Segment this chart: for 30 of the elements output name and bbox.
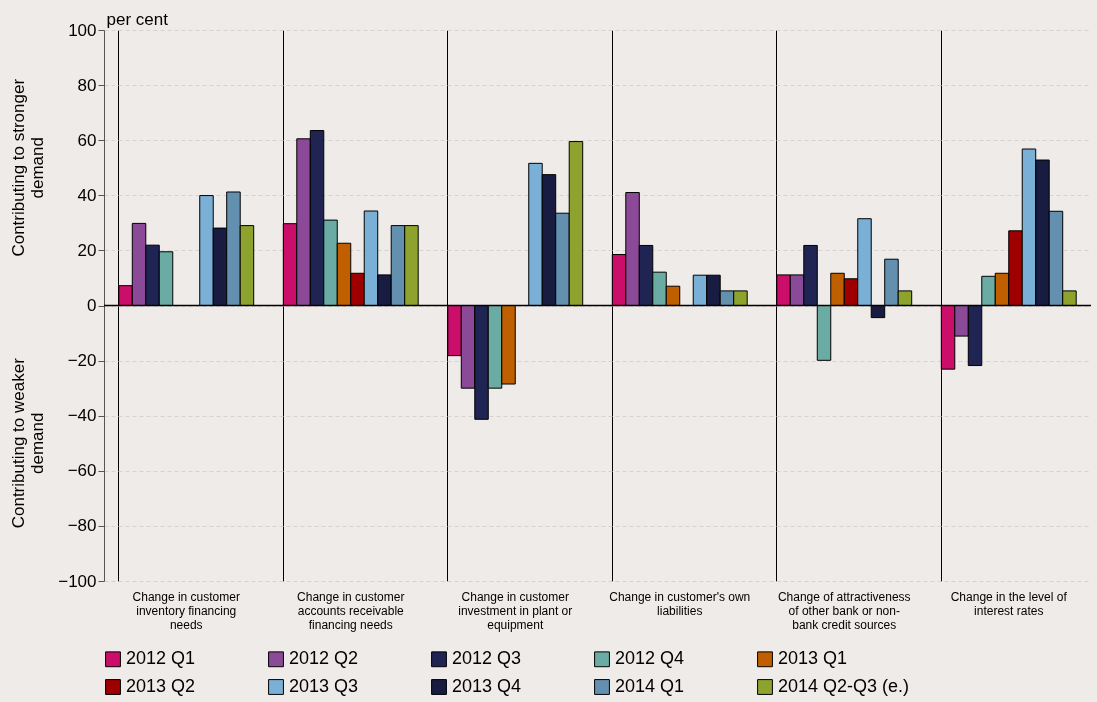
y-tick-label: −100 — [58, 571, 97, 591]
legend-label: 2013 Q3 — [289, 676, 359, 696]
y-axis-title: per cent — [106, 9, 169, 29]
y-tick-label: −20 — [67, 351, 97, 371]
x-tick-label: Change in customer investment in plant or equipment — [458, 589, 573, 632]
legend-label: 2014 Q1 — [615, 676, 685, 696]
y-tick-label: 100 — [68, 20, 97, 40]
y-tick-label: 20 — [77, 240, 97, 260]
y-tick-label: −80 — [67, 516, 97, 536]
legend-label: 2012 Q2 — [289, 648, 359, 669]
y-tick-label: 40 — [77, 185, 97, 205]
x-tick-label: Change of attractiveness of other bank or non-bank credit sources — [777, 589, 911, 632]
legend-label: 2013 Q4 — [452, 676, 522, 696]
legend-label: 2014 Q2-Q3 (e.) — [778, 676, 910, 696]
x-tick-label: Change in the level of interest rates — [950, 589, 1068, 618]
y-tick-label: 80 — [77, 75, 97, 95]
y-tick-label: −60 — [67, 461, 97, 481]
y-tick-label: −40 — [67, 406, 97, 426]
legend-label: 2013 Q2 — [126, 676, 196, 696]
legend-label: 2012 Q1 — [126, 648, 196, 669]
x-tick-label: Change in customer's own liabilities — [609, 589, 751, 618]
legend-label: 2012 Q4 — [615, 648, 685, 669]
y-tick-label: 0 — [87, 296, 97, 315]
legend-label: 2013 Q1 — [778, 648, 848, 669]
text: Contributing to weaker demand — [9, 357, 47, 529]
text: Contributing to stronger demand — [9, 78, 47, 257]
legend-label: 2012 Q3 — [452, 648, 522, 669]
x-tick-label: Change in customer inventory financing needs — [132, 589, 240, 632]
y-tick-label: 60 — [77, 130, 97, 150]
x-tick-label: Change in customer accounts receivable financing needs — [297, 589, 405, 632]
